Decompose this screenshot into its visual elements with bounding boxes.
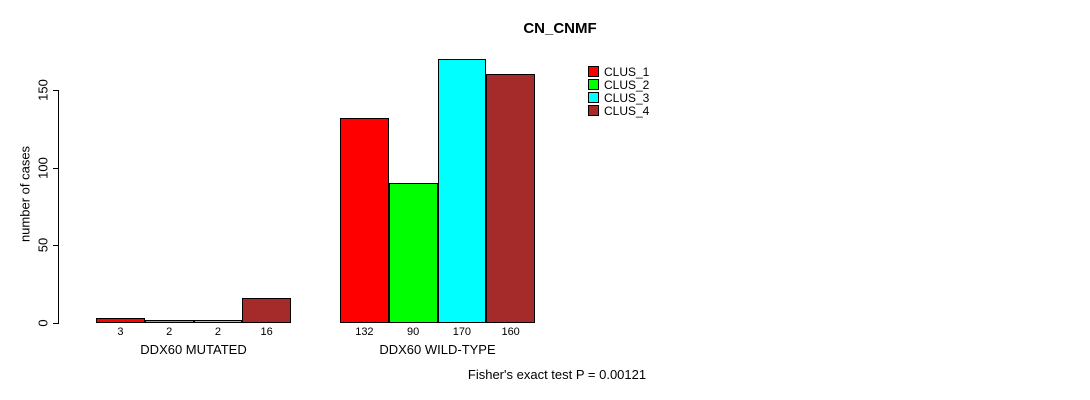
bar-value-label: 16 xyxy=(260,326,273,338)
legend-item-clus_1: CLUS_1 xyxy=(588,64,650,79)
bar-clus_2-ddx60-mutated xyxy=(144,319,194,323)
legend-label: CLUS_3 xyxy=(604,90,650,105)
legend-label: CLUS_2 xyxy=(604,77,650,92)
bar-value-label: 2 xyxy=(166,326,173,338)
legend-swatch-clus_4 xyxy=(588,105,599,116)
bar-clus_3-ddx60-wild-type xyxy=(437,58,487,323)
legend-label: CLUS_4 xyxy=(604,103,650,118)
y-tick-label: 50 xyxy=(35,238,51,253)
bar-value-label: 3 xyxy=(117,326,124,338)
x-group-label: DDX60 MUTATED xyxy=(140,342,247,357)
legend-item-clus_4: CLUS_4 xyxy=(588,103,650,118)
y-tick-mark xyxy=(53,90,58,91)
legend: CLUS_1 CLUS_2 CLUS_3 CLUS_4 xyxy=(588,64,650,118)
legend-swatch-clus_1 xyxy=(588,66,599,77)
legend-label: CLUS_1 xyxy=(604,64,650,79)
y-axis-title: number of cases xyxy=(17,145,33,243)
y-tick-mark xyxy=(53,323,58,324)
chart-title: CN_CNMF xyxy=(523,20,597,37)
bar-value-label: 160 xyxy=(501,326,520,338)
legend-swatch-clus_2 xyxy=(588,79,599,90)
bar-value-label: 170 xyxy=(452,326,472,338)
bar-clus_1-ddx60-wild-type xyxy=(340,117,389,323)
bar-clus_1-ddx60-mutated xyxy=(96,318,145,323)
legend-item-clus_3: CLUS_3 xyxy=(588,90,650,105)
bar-clus_4-ddx60-mutated xyxy=(242,298,291,323)
y-tick-mark xyxy=(53,167,58,169)
y-tick-label: 150 xyxy=(35,79,51,101)
bar-clus_3-ddx60-mutated xyxy=(193,319,243,323)
bar-value-label: 132 xyxy=(355,326,374,338)
y-tick-mark xyxy=(53,245,58,247)
x-group-label: DDX60 WILD-TYPE xyxy=(379,342,496,357)
bar-clus_2-ddx60-wild-type xyxy=(388,183,438,323)
legend-swatch-clus_3 xyxy=(588,92,599,103)
bar-value-label: 2 xyxy=(214,326,221,338)
y-axis-line xyxy=(58,90,59,324)
y-tick-label: 0 xyxy=(35,319,51,327)
annotation-text: Fisher's exact test P = 0.00121 xyxy=(467,367,647,382)
bar-clus_4-ddx60-wild-type xyxy=(486,74,535,323)
bar-value-label: 90 xyxy=(407,326,420,338)
y-tick-label: 100 xyxy=(35,156,51,179)
legend-item-clus_2: CLUS_2 xyxy=(588,77,650,92)
